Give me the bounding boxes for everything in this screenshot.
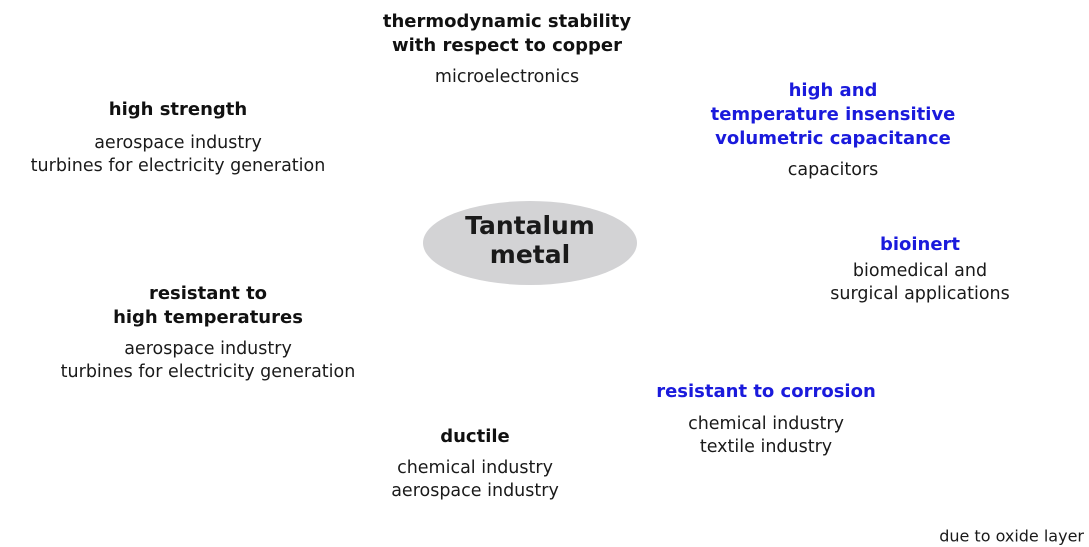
application: aerospace industry [391, 481, 559, 501]
property-title: high temperatures [113, 307, 303, 328]
application: aerospace industry [94, 133, 262, 153]
property-title: with respect to copper [392, 35, 622, 56]
application: turbines for electricity generation [61, 362, 356, 382]
center-label: Tantalum [465, 211, 595, 240]
application: surgical applications [830, 284, 1010, 304]
application: capacitors [788, 160, 879, 180]
center-label: metal [490, 240, 570, 269]
application: biomedical and [853, 261, 987, 281]
property-title: thermodynamic stability [383, 11, 632, 32]
application: chemical industry [688, 414, 844, 434]
property-title: ductile [440, 426, 510, 447]
property-title: high strength [109, 99, 247, 120]
footnote: due to oxide layer [939, 527, 1084, 546]
property-title: resistant to [149, 283, 267, 304]
property-title: bioinert [880, 234, 960, 255]
application: chemical industry [397, 458, 553, 478]
property-title: volumetric capacitance [715, 128, 951, 149]
application: aerospace industry [124, 339, 292, 359]
property-title: temperature insensitive [711, 104, 956, 125]
application: textile industry [700, 437, 832, 457]
property-title: resistant to corrosion [656, 381, 876, 402]
application: turbines for electricity generation [31, 156, 326, 176]
application: microelectronics [435, 67, 579, 87]
center-ellipse [423, 201, 637, 285]
property-title: high and [789, 80, 878, 101]
